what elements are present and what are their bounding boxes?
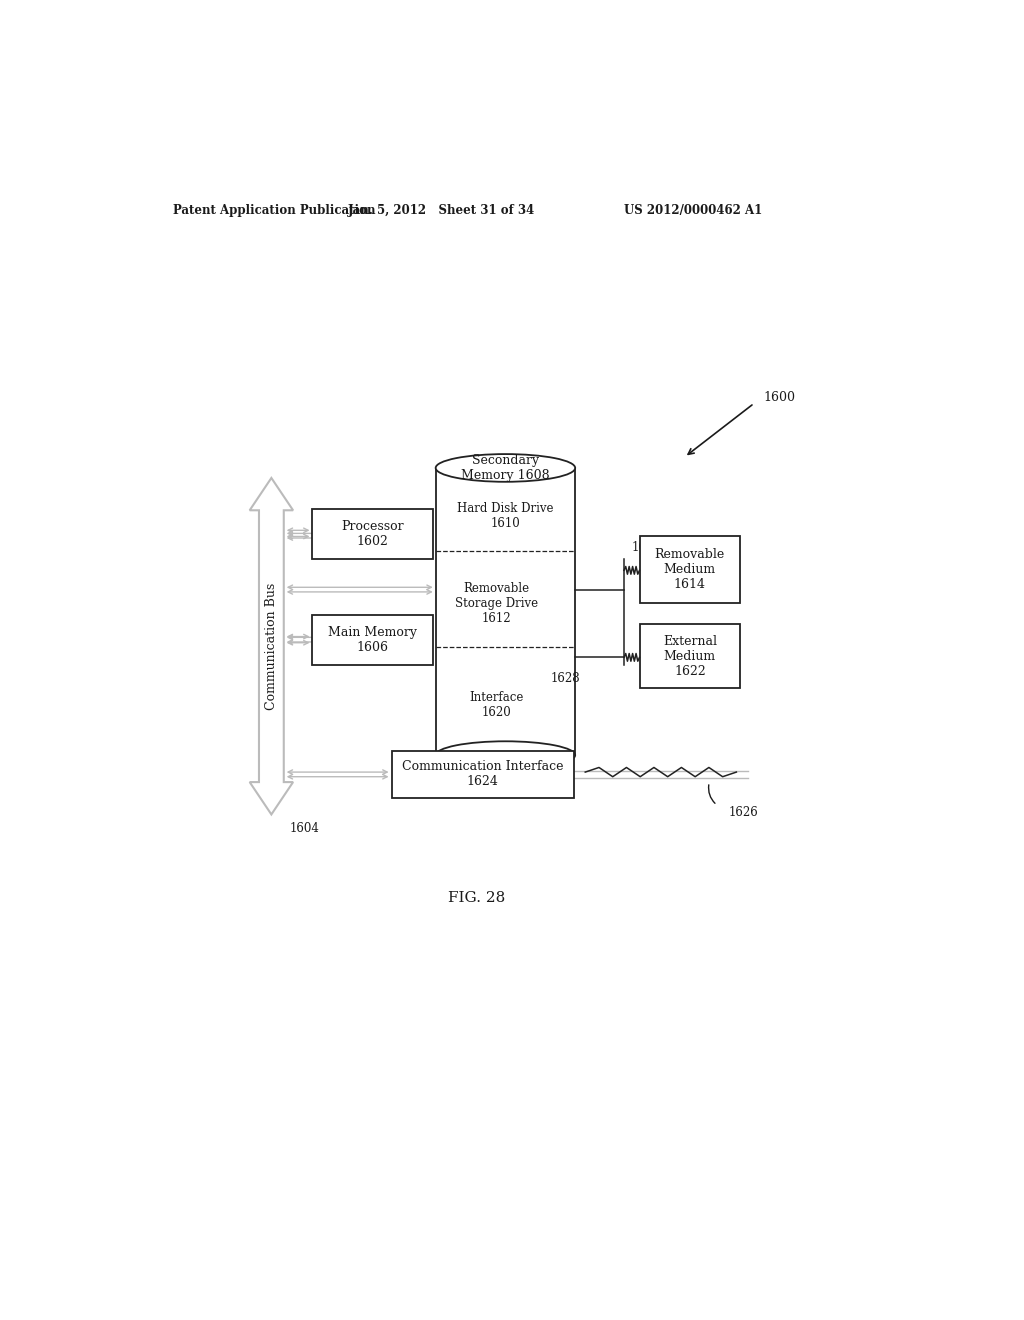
Text: 1628: 1628 — [632, 541, 662, 554]
Text: 1628: 1628 — [550, 672, 580, 685]
Bar — [640, 536, 740, 603]
Bar — [312, 508, 432, 558]
Text: Secondary
Memory 1608: Secondary Memory 1608 — [461, 454, 550, 482]
Text: External
Medium
1622: External Medium 1622 — [663, 635, 717, 677]
Text: 1626: 1626 — [729, 807, 759, 820]
Text: Jan. 5, 2012   Sheet 31 of 34: Jan. 5, 2012 Sheet 31 of 34 — [348, 205, 536, 218]
Text: 1600: 1600 — [764, 391, 796, 404]
Text: Hard Disk Drive
1610: Hard Disk Drive 1610 — [457, 502, 554, 529]
Text: Interface
1620: Interface 1620 — [469, 692, 523, 719]
Text: Communication Bus: Communication Bus — [265, 582, 278, 710]
Text: 1604: 1604 — [289, 822, 319, 834]
Text: Removable
Medium
1614: Removable Medium 1614 — [654, 548, 725, 591]
Bar — [391, 751, 573, 797]
Text: Main Memory
1606: Main Memory 1606 — [328, 626, 417, 653]
Text: Processor
1602: Processor 1602 — [341, 520, 403, 548]
Bar — [312, 615, 432, 665]
Text: Patent Application Publication: Patent Application Publication — [173, 205, 376, 218]
Ellipse shape — [435, 742, 575, 770]
Text: FIG. 28: FIG. 28 — [449, 891, 506, 904]
Bar — [640, 624, 740, 688]
Text: Removable
Storage Drive
1612: Removable Storage Drive 1612 — [455, 582, 538, 624]
Text: US 2012/0000462 A1: US 2012/0000462 A1 — [624, 205, 762, 218]
Text: Communication Interface
1624: Communication Interface 1624 — [401, 760, 563, 788]
Ellipse shape — [435, 454, 575, 482]
